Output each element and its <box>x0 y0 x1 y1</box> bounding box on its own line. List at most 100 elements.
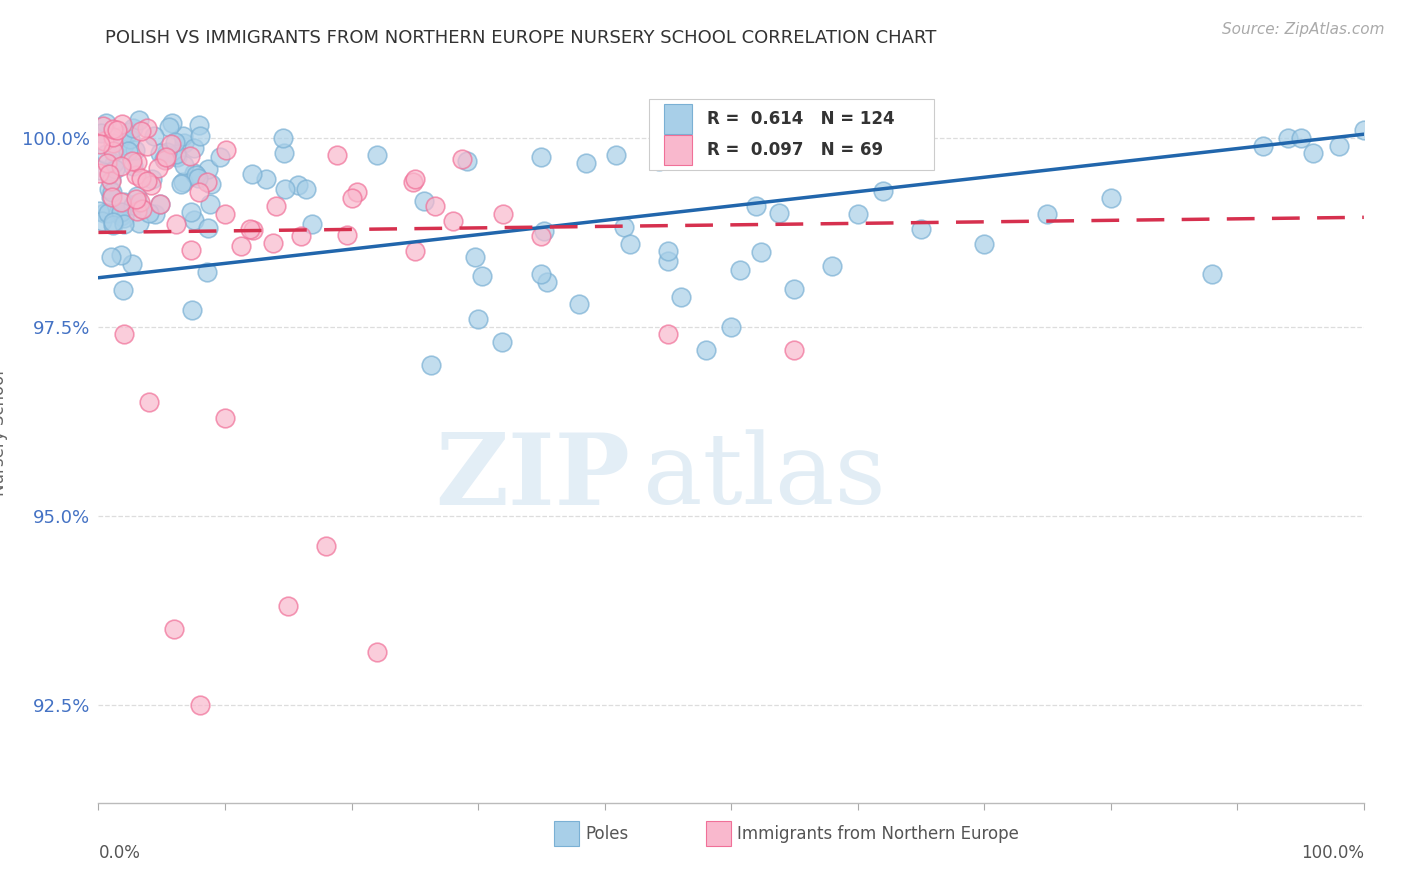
Point <box>619 236 641 251</box>
Point <box>613 220 636 235</box>
Point <box>163 622 186 636</box>
Point <box>195 265 218 279</box>
Point <box>90 126 112 140</box>
Point <box>456 153 478 168</box>
Point <box>340 191 363 205</box>
Point <box>404 171 426 186</box>
Point <box>111 128 134 143</box>
Point <box>112 327 135 342</box>
Point <box>467 312 489 326</box>
Point <box>89 136 111 151</box>
Point <box>197 221 219 235</box>
Point <box>404 244 426 259</box>
Point <box>530 229 553 244</box>
Point <box>768 206 790 220</box>
Point <box>96 146 118 161</box>
Point <box>172 175 194 189</box>
Point <box>910 221 932 235</box>
Point <box>136 174 159 188</box>
Point <box>157 120 180 135</box>
Point <box>187 170 209 185</box>
Point <box>1099 191 1122 205</box>
Point <box>180 204 202 219</box>
Point <box>425 199 447 213</box>
Point <box>110 209 132 223</box>
Point <box>112 194 135 209</box>
Point <box>301 217 323 231</box>
Point <box>195 174 218 188</box>
Point <box>138 395 160 409</box>
Point <box>239 221 262 235</box>
Point <box>121 121 143 136</box>
Point <box>412 194 434 208</box>
Point <box>103 218 125 232</box>
Point <box>139 178 162 192</box>
Point <box>254 172 277 186</box>
Point <box>170 178 193 192</box>
Point <box>346 186 368 200</box>
Text: Source: ZipAtlas.com: Source: ZipAtlas.com <box>1222 22 1385 37</box>
Point <box>973 236 995 251</box>
Point <box>720 319 742 334</box>
Point <box>101 121 124 136</box>
Point <box>783 282 806 296</box>
Point <box>101 136 124 150</box>
Point <box>131 202 153 217</box>
Point <box>179 149 201 163</box>
Point <box>148 161 170 175</box>
Text: R =  0.097   N = 69: R = 0.097 N = 69 <box>707 141 883 159</box>
Point <box>103 144 125 158</box>
Point <box>156 145 179 159</box>
Point <box>110 205 132 219</box>
Point <box>160 137 183 152</box>
Point <box>87 166 110 180</box>
Point <box>125 192 148 206</box>
Point <box>118 132 141 146</box>
Point <box>90 213 112 227</box>
Point <box>181 302 204 317</box>
Point <box>197 161 219 176</box>
Point <box>138 206 160 220</box>
Point <box>419 358 441 372</box>
Point <box>872 184 894 198</box>
Point <box>143 207 166 221</box>
Point <box>1289 131 1312 145</box>
Point <box>366 147 388 161</box>
Point <box>112 137 135 152</box>
Point <box>605 148 627 162</box>
Point <box>165 135 187 149</box>
Point <box>183 212 205 227</box>
Point <box>112 283 135 297</box>
Point <box>148 197 170 211</box>
Point <box>125 188 148 202</box>
Point <box>129 124 152 138</box>
Point <box>143 128 166 143</box>
Point <box>118 125 141 139</box>
Point <box>104 161 127 176</box>
Point <box>669 290 692 304</box>
Point <box>112 211 135 226</box>
Point <box>657 244 679 259</box>
Point <box>93 206 115 220</box>
Point <box>271 131 294 145</box>
Point <box>326 148 349 162</box>
Point <box>110 159 132 173</box>
Bar <box>664 104 692 134</box>
Point <box>100 173 122 187</box>
Point <box>100 190 122 204</box>
Point <box>110 248 132 262</box>
Point <box>575 156 598 170</box>
Point <box>117 144 139 158</box>
Point <box>122 198 145 212</box>
Point <box>262 235 284 250</box>
Point <box>530 267 553 281</box>
Point <box>1327 138 1350 153</box>
Point <box>728 262 751 277</box>
Point <box>103 145 125 159</box>
Point <box>315 539 337 553</box>
Point <box>165 147 187 161</box>
Point <box>273 146 295 161</box>
Point <box>215 143 238 157</box>
Point <box>136 139 159 153</box>
Point <box>98 181 121 195</box>
